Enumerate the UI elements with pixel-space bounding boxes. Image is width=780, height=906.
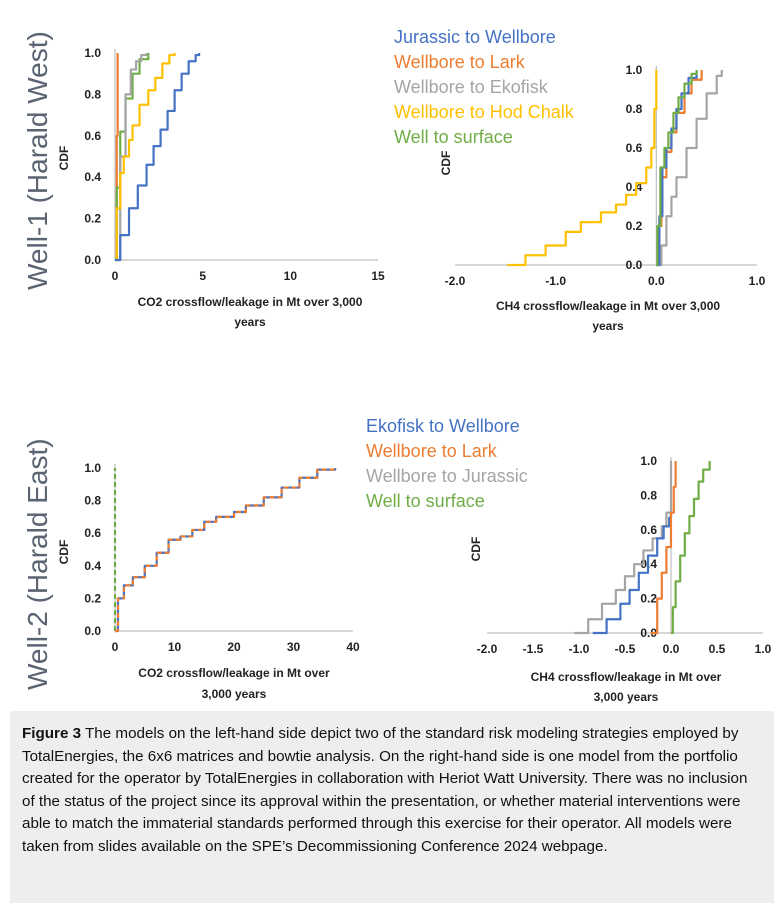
w2_co2-x-axis-label: CO2 crossflow/leakage in Mt over [138,666,330,680]
w2_ch4-x-tick-label: -2.0 [477,642,498,656]
w1_ch4-x-tick-label: -2.0 [445,274,466,288]
w1_ch4-x-axis-label: years [592,319,624,333]
w2_ch4-x-tick-label: -1.0 [569,642,590,656]
bottom-legend-entry: Ekofisk to Wellbore [366,416,520,436]
w1_co2-y-tick-label: 0.2 [84,212,101,226]
w2_co2-y-axis-label: CDF [57,540,71,565]
top-legend-entry: Jurassic to Wellbore [394,27,556,47]
w2_ch4-x-tick-label: 1.0 [755,642,772,656]
w1_co2-x-tick-label: 0 [112,269,119,283]
legend-bottom: Ekofisk to Wellbore Wellbore to Lark Wellb… [366,414,528,514]
w1_ch4-y-tick-label: 0.0 [626,258,643,272]
w1_co2-y-axis-label: CDF [57,146,71,171]
w2_co2-x-tick-label: 10 [168,640,182,654]
top-legend-entry: Wellbore to Hod Chalk [394,102,574,122]
w1_ch4-y-tick-label: 1.0 [626,63,643,77]
w1_co2-x-tick-label: 15 [371,269,385,283]
w1_ch4-x-tick-label: 1.0 [749,274,766,288]
w1_ch4-series-wellbore-to-ekofisk [656,70,723,267]
w2_ch4-x-tick-label: 0.5 [709,642,726,656]
w2_ch4-x-tick-label: -0.5 [615,642,636,656]
w2_co2-x-tick-label: 20 [227,640,241,654]
w1_co2-x-axis-label: CO2 crossflow/leakage in Mt over 3,000 [138,295,363,309]
w1_co2-y-tick-label: 0.0 [84,253,101,267]
top-legend-entry: Wellbore to Ekofisk [394,77,548,97]
w2_co2-y-tick-label: 0.4 [84,559,101,573]
w1_ch4-y-tick-label: 0.6 [626,141,643,155]
w2_ch4-series-ekofisk-to-wellbore [592,512,673,635]
w1_ch4-y-tick-label: 0.8 [626,102,643,116]
w2_ch4-series-wellbore-to-lark [650,461,677,635]
w2_ch4-x-axis-label: CH4 crossflow/leakage in Mt over [531,670,722,684]
bottom-legend-entry: Well to surface [366,491,485,511]
w1_ch4-series-wellbore-to-hod-chalk [507,70,658,267]
w2_ch4-y-tick-label: 0.8 [640,488,657,502]
w2_ch4-y-tick-label: 0.0 [640,626,657,640]
w2_co2-x-axis-label: 3,000 years [202,687,267,701]
w2_ch4-x-tick-label: 0.0 [663,642,680,656]
w2_co2-series-ekofisk-to-wellbore [115,468,337,633]
w2_ch4-series-well-to-surface [671,461,711,635]
w2_ch4-y-axis-label: CDF [469,537,483,562]
w2_ch4-x-tick-label: -1.5 [523,642,544,656]
w2_co2-series-wellbore-to-lark [115,468,337,633]
w2_ch4-y-tick-label: 0.2 [640,592,657,606]
w1_co2-x-axis-label: years [234,315,266,329]
w2_co2-y-tick-label: 1.0 [84,461,101,475]
w1_co2-series-wellbore-to-ekofisk [115,53,148,262]
w1_ch4-y-tick-label: 0.2 [626,219,643,233]
w1_co2-series-wellbore-to-hod-chalk [115,53,176,262]
w2_ch4-y-tick-label: 0.6 [640,523,657,537]
top-legend-entry: Well to surface [394,127,513,147]
w1_co2-series-jurassic-to-wellbore [115,53,201,262]
w1_co2-y-tick-label: 0.8 [84,87,101,101]
w1_ch4-x-tick-label: -1.0 [545,274,566,288]
w1_co2-x-tick-label: 5 [199,269,206,283]
w2_co2-x-tick-label: 0 [112,640,119,654]
w2_co2-x-tick-label: 30 [287,640,301,654]
figure-caption: Figure 3 The models on the left-hand sid… [10,711,774,903]
legend-top: Jurassic to Wellbore Wellbore to Lark Well… [394,25,574,150]
w1_ch4-y-axis-label: CDF [439,151,453,176]
w1_co2-y-tick-label: 1.0 [84,46,101,60]
w1_co2-y-tick-label: 0.6 [84,129,101,143]
w1_ch4-x-tick-label: 0.0 [648,274,665,288]
w2_co2-x-tick-label: 40 [346,640,360,654]
w2_co2-y-tick-label: 0.0 [84,624,101,638]
w2_ch4-y-tick-label: 1.0 [640,454,657,468]
bottom-legend-entry: Wellbore to Jurassic [366,466,528,486]
w1_co2-x-tick-label: 10 [284,269,298,283]
w1_ch4-series-well-to-surface [656,70,698,267]
w2_co2-y-tick-label: 0.8 [84,494,101,508]
w2_co2-y-tick-label: 0.2 [84,591,101,605]
caption-text: The models on the left-hand side depict … [22,725,748,855]
bottom-legend-entry: Wellbore to Lark [366,441,497,461]
w2_ch4-x-axis-label: 3,000 years [594,690,659,704]
w2_co2-y-tick-label: 0.6 [84,526,101,540]
w1_ch4-x-axis-label: CH4 crossflow/leakage in Mt over 3,000 [496,299,720,313]
caption-label: Figure 3 [22,725,82,742]
w1_co2-y-tick-label: 0.4 [84,170,101,184]
top-legend-entry: Wellbore to Lark [394,52,525,72]
